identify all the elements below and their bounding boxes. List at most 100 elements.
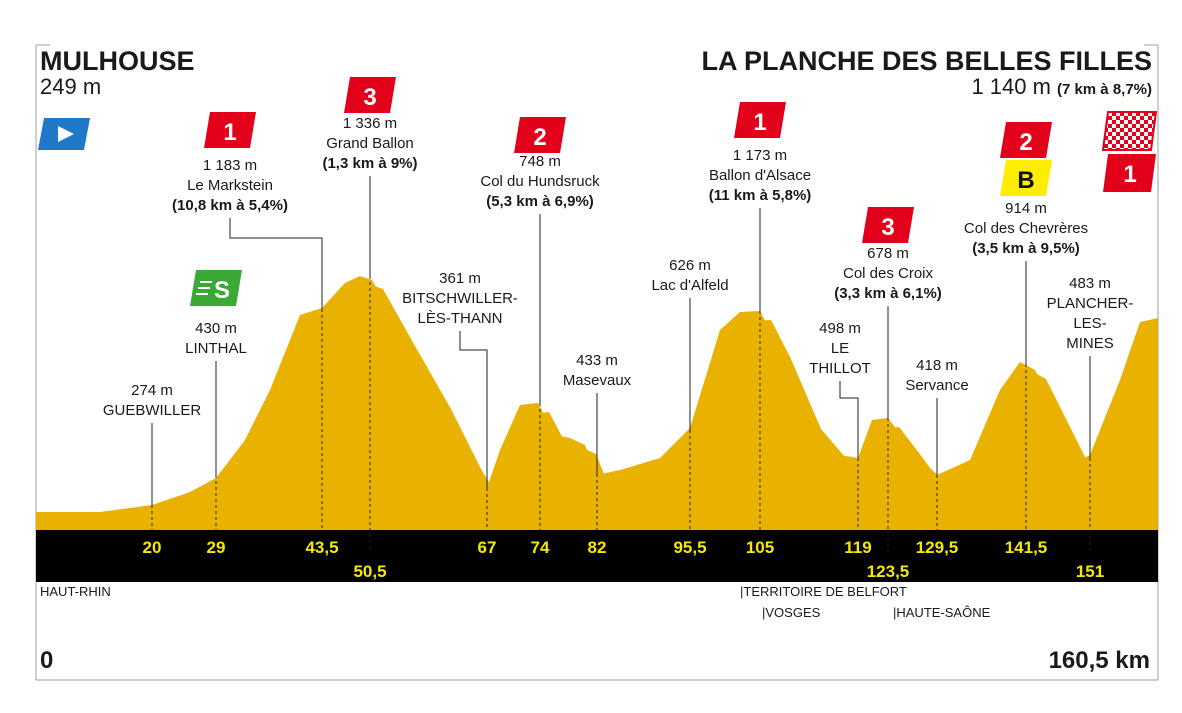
category-text: B bbox=[1017, 167, 1034, 194]
category-text: S bbox=[214, 277, 230, 304]
km-label: 82 bbox=[588, 538, 607, 557]
place-name: Col du Hundsruck bbox=[480, 173, 600, 190]
place-name: Servance bbox=[905, 377, 968, 394]
place-name: THILLOT bbox=[809, 360, 871, 377]
category-badge bbox=[1000, 160, 1052, 196]
km-label: 119 bbox=[844, 538, 871, 557]
altitude: 361 m bbox=[439, 270, 481, 287]
altitude: 1 173 m bbox=[733, 147, 787, 164]
km-label: 123,5 bbox=[867, 562, 910, 581]
region: HAUT-RHIN bbox=[40, 584, 111, 599]
waypoint: 914 m Col des Chevrères (3,5 km à 9,5%) 141… bbox=[964, 122, 1088, 557]
waypoint: 1 173 m Ballon d'Alsace (11 km à 5,8%) 105 1 bbox=[709, 102, 812, 557]
region: |VOSGES bbox=[762, 605, 821, 620]
waypoint: 498 m LE THILLOT 119 bbox=[809, 320, 872, 557]
region: |HAUTE-SAÔNE bbox=[893, 605, 991, 620]
altitude: 678 m bbox=[867, 245, 909, 262]
waypoint: 274 m GUEBWILLER 20 bbox=[103, 382, 202, 557]
km-label: 29 bbox=[207, 538, 226, 557]
climb-info: (10,8 km à 5,4%) bbox=[172, 197, 288, 214]
altitude: 430 m bbox=[195, 320, 237, 337]
altitude: 433 m bbox=[576, 352, 618, 369]
place-name: Col des Chevrères bbox=[964, 220, 1088, 237]
waypoint: 483 m PLANCHER- LES- MINES 151 bbox=[1047, 275, 1134, 581]
place-name: Masevaux bbox=[563, 372, 632, 389]
waypoint: 361 m BITSCHWILLER- LÈS-THANN 67 bbox=[402, 270, 518, 557]
finish-name: LA PLANCHE DES BELLES FILLES bbox=[701, 46, 1152, 76]
altitude: 418 m bbox=[916, 357, 958, 374]
start-name: MULHOUSE bbox=[40, 46, 195, 76]
waypoint: 678 m Col des Croix (3,3 km à 6,1%) 123,5 3 bbox=[834, 207, 942, 581]
waypoint: 1 183 m Le Markstein (10,8 km à 5,4%) 43,5 1 bbox=[172, 112, 339, 557]
climb-info: (3,3 km à 6,1%) bbox=[834, 285, 942, 302]
km-label: 151 bbox=[1076, 562, 1104, 581]
altitude: 626 m bbox=[669, 257, 711, 274]
distance-start: 0 bbox=[40, 647, 53, 674]
climb-info: (3,5 km à 9,5%) bbox=[972, 240, 1080, 257]
place-name: MINES bbox=[1066, 335, 1114, 352]
leader-line bbox=[839, 381, 859, 458]
profile bbox=[36, 276, 1158, 530]
km-label: 67 bbox=[478, 538, 497, 557]
place-name: PLANCHER- bbox=[1047, 295, 1134, 312]
finish-flag: 1 bbox=[1101, 111, 1158, 192]
finish-badge: 1 bbox=[1123, 161, 1136, 188]
altitude: 274 m bbox=[131, 382, 173, 399]
waypoint: 418 m Servance 129,5 bbox=[905, 357, 968, 557]
place-name: BITSCHWILLER- bbox=[402, 290, 518, 307]
km-label: 141,5 bbox=[1005, 538, 1048, 557]
start-marker bbox=[38, 118, 90, 150]
category-text: 1 bbox=[223, 119, 236, 146]
altitude: 914 m bbox=[1005, 200, 1047, 217]
sprint-lines bbox=[196, 281, 212, 295]
category-badge bbox=[514, 117, 566, 153]
place-name: GUEBWILLER bbox=[103, 402, 202, 419]
altitude: 483 m bbox=[1069, 275, 1111, 292]
altitude: 1 336 m bbox=[343, 115, 397, 132]
category-badge bbox=[1000, 122, 1052, 158]
km-label: 129,5 bbox=[916, 538, 959, 557]
waypoint: 430 m LINTHAL 29 S bbox=[185, 270, 247, 557]
place-name: Le Markstein bbox=[187, 177, 273, 194]
km-label: 20 bbox=[143, 538, 162, 557]
category-badge bbox=[734, 102, 786, 138]
category-badge bbox=[344, 77, 396, 113]
waypoint: 1 336 m Grand Ballon (1,3 km à 9%) 50,5 3 bbox=[322, 77, 418, 581]
climb-info: (5,3 km à 6,9%) bbox=[486, 193, 594, 210]
km-band bbox=[36, 530, 1158, 582]
place-name: Grand Ballon bbox=[326, 135, 414, 152]
finish-altitude: 1 140 m bbox=[971, 74, 1051, 99]
climb-info: (1,3 km à 9%) bbox=[322, 155, 417, 172]
altitude: 1 183 m bbox=[203, 157, 257, 174]
waypoint: 748 m Col du Hundsruck (5,3 km à 6,9%) 74 2 bbox=[480, 117, 600, 557]
waypoint: 433 m Masevaux 82 bbox=[563, 352, 632, 557]
km-label: 95,5 bbox=[673, 538, 706, 557]
climb-info: (11 km à 5,8%) bbox=[709, 187, 812, 204]
place-name: LES- bbox=[1073, 315, 1106, 332]
distance-end: 160,5 km bbox=[1049, 647, 1150, 674]
place-name: Col des Croix bbox=[843, 265, 934, 282]
place-name: LINTHAL bbox=[185, 340, 247, 357]
leader-line bbox=[229, 218, 323, 309]
altitude: 498 m bbox=[819, 320, 861, 337]
km-label: 105 bbox=[746, 538, 774, 557]
altitude: 748 m bbox=[519, 153, 561, 170]
category-badge bbox=[862, 207, 914, 243]
category-text: 3 bbox=[363, 84, 376, 111]
category-text: 1 bbox=[753, 109, 766, 136]
waypoint: 626 m Lac d'Alfeld 95,5 bbox=[651, 257, 728, 557]
region: |TERRITOIRE DE BELFORT bbox=[740, 584, 907, 599]
km-label: 50,5 bbox=[353, 562, 386, 581]
leader-line bbox=[459, 331, 488, 488]
km-label: 43,5 bbox=[305, 538, 338, 557]
category-text: 2 bbox=[1019, 129, 1032, 156]
finish-climb: (7 km à 8,7%) bbox=[1057, 81, 1152, 98]
category-text: 2 bbox=[533, 124, 546, 151]
place-name: Lac d'Alfeld bbox=[651, 277, 728, 294]
category-text: 3 bbox=[881, 214, 894, 241]
place-name: Ballon d'Alsace bbox=[709, 167, 811, 184]
category-badge bbox=[204, 112, 256, 148]
place-name: LÈS-THANN bbox=[417, 310, 502, 327]
category-badge bbox=[190, 270, 242, 306]
